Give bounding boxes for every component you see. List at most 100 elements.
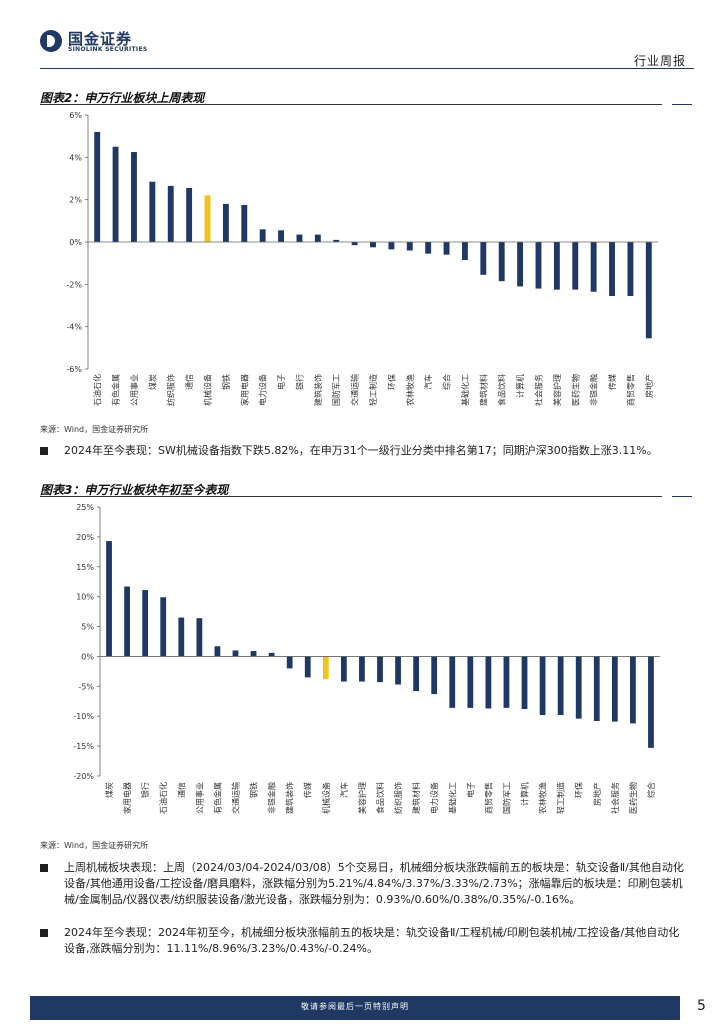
y-tick-label: 0% [81,652,94,661]
bar [498,242,505,282]
x-tick-label: 石油石化 [92,374,102,406]
bar [149,181,156,242]
bar [167,185,174,242]
x-tick-label: 商贸零售 [625,374,635,406]
x-tick-label: 农林牧渔 [405,374,415,406]
x-tick-label: 医药生物 [628,782,638,814]
sinolink-logo-icon [40,30,62,52]
bar [142,590,149,657]
figure3-source: 来源：Wind，国金证券研究所 [40,841,149,850]
x-tick-label: 电子 [465,782,475,798]
x-tick-label: 纺织服饰 [393,782,403,814]
bar [296,234,303,242]
bar [214,646,221,657]
bar [314,234,321,242]
ytd-subsector-paragraph: 2024年至今表现：2024年初至今，机械细分板块涨幅前五的板块是：轨交设备Ⅱ/… [64,926,680,955]
x-tick-label: 国防军工 [331,374,341,406]
bar [186,188,193,242]
weekly-subsector-paragraph: 上周机械板块表现：上周（2024/03/04-2024/03/08）5个交易日，… [64,861,684,906]
x-tick-label: 基础化工 [447,782,457,814]
x-tick-label: 食品饮料 [497,374,507,406]
x-tick-label: 商贸零售 [483,782,493,814]
x-tick-label: 公用事业 [129,374,139,406]
bar [557,656,564,716]
x-tick-label: 电力设备 [429,782,439,814]
x-tick-label: 房地产 [592,782,602,806]
bullet-marker [40,447,48,455]
bar [645,242,652,339]
bar [572,242,579,290]
y-tick-label: 6% [69,111,82,120]
report-type: 行业周报 [633,54,686,68]
bar [259,229,266,242]
x-tick-label: 钢铁 [221,374,231,390]
bar [395,656,401,685]
x-tick-label: 通信 [184,374,194,390]
x-tick-label: 机械设备 [321,782,331,814]
x-tick-label: 环保 [574,782,584,798]
x-tick-label: 农林牧渔 [538,782,548,814]
bar [388,242,395,250]
x-tick-label: 医药生物 [570,374,580,406]
x-tick-label: 非银金融 [589,374,599,406]
x-tick-label: 石油石化 [158,782,168,814]
bar [322,656,329,680]
bar [370,242,376,248]
x-tick-label: 建筑装饰 [313,374,323,406]
y-tick-label: 0% [69,238,82,247]
x-tick-label: 建筑材料 [411,782,421,814]
bullet-marker [40,929,48,937]
bar [443,242,450,255]
x-tick-label: 计算机 [520,782,530,806]
x-tick-label: 有色金属 [111,374,121,406]
figure2-source: 来源：Wind，国金证券研究所 [40,425,149,434]
bar [286,656,293,669]
figure3-chart: 25% 20% 15% 10% 5% 0% -5% -10% -15% -20% 煤炭 家用电器 银行石… [73,503,660,814]
bar [196,618,203,657]
bar [467,656,474,708]
bar [521,656,528,710]
x-tick-label: 美容护理 [552,374,562,406]
y-tick-label: -10% [73,712,94,721]
bar [449,656,456,708]
x-tick-label: 基础化工 [460,374,470,406]
bar [304,656,311,678]
bar [480,242,487,275]
x-tick-label: 汽车 [339,782,349,798]
bar [178,617,185,657]
y-tick-label: -4% [66,323,82,332]
x-tick-label: 电力设备 [258,374,268,406]
y-tick-label: -20% [73,772,94,781]
x-tick-label: 建筑装饰 [285,782,295,814]
x-tick-label: 传媒 [303,782,313,798]
x-tick-label: 综合 [646,782,656,798]
bar [333,239,340,242]
figure3-title: 图表3：申万行业板块年初至今表现 [40,483,229,497]
bar [485,656,492,709]
bar [590,242,597,292]
bar [112,146,119,242]
x-tick-label: 房地产 [644,374,654,398]
bar [268,652,275,657]
figure3-title-rule [40,496,662,497]
x-tick-label: 社会服务 [533,374,543,406]
y-tick-label: 5% [81,623,94,632]
x-tick-label: 纺织服饰 [166,374,176,406]
figure3-title-rule-accent [672,496,692,497]
x-tick-label: 国防军工 [501,782,511,814]
x-tick-label: 有色金属 [212,782,222,814]
x-tick-label: 轻工制造 [556,782,566,814]
x-tick-label: 轻工制造 [368,374,378,406]
ytd-summary-paragraph: 2024年至今表现：SW机械设备指数下跌5.82%，在申万31个一级行业分类中排… [64,444,658,457]
x-tick-label: 计算机 [515,374,525,398]
x-tick-label: 交通运输 [230,782,240,814]
x-tick-label: 汽车 [423,374,433,390]
x-tick-label: 美容护理 [357,782,367,814]
bar [611,656,618,722]
figure2-title-rule [40,104,662,105]
x-tick-label: 家用电器 [239,374,249,406]
y-tick-label: 15% [76,563,94,572]
footer-disclaimer: 敬请参阅最后一页特别声明 [301,1002,409,1011]
bar [406,242,413,251]
bar [160,597,167,657]
